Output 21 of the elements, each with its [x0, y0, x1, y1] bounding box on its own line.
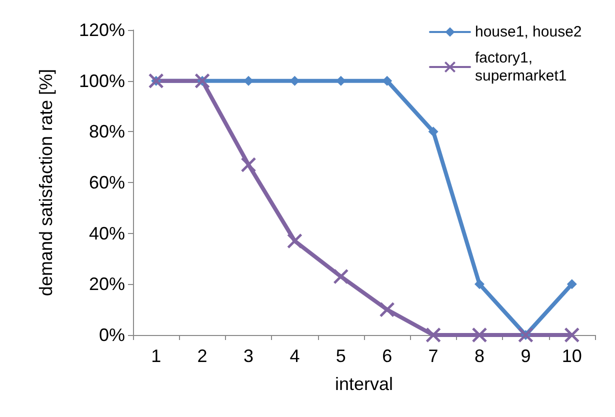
x-tick-label: 8 [474, 346, 485, 366]
legend-label: house1, house2 [475, 24, 582, 40]
x-axis-title: interval [334, 374, 394, 394]
y-tick-label: 40% [88, 223, 125, 244]
x-tick-label: 9 [520, 346, 531, 366]
y-tick-label: 20% [88, 274, 125, 294]
y-tick-label: 80% [88, 122, 125, 142]
x-tick-label: 7 [428, 346, 438, 366]
x-tick-label: 10 [562, 346, 582, 366]
legend-label: factory1, supermarket1 [475, 50, 567, 84]
x-tick-label: 3 [243, 346, 254, 366]
x-tick-label: 4 [290, 346, 300, 366]
y-tick-label: 60% [88, 172, 125, 192]
y-tick-label: 0% [98, 325, 125, 345]
x-tick-label: 2 [197, 346, 208, 366]
x-tick-label: 6 [382, 346, 392, 366]
y-tick-label: 100% [78, 70, 125, 91]
y-tick-label: 120% [78, 20, 125, 40]
x-tick-label: 5 [336, 346, 346, 366]
y-axis-title: demand satisfaction rate [%] [36, 68, 56, 296]
x-tick-label: 1 [151, 346, 162, 366]
